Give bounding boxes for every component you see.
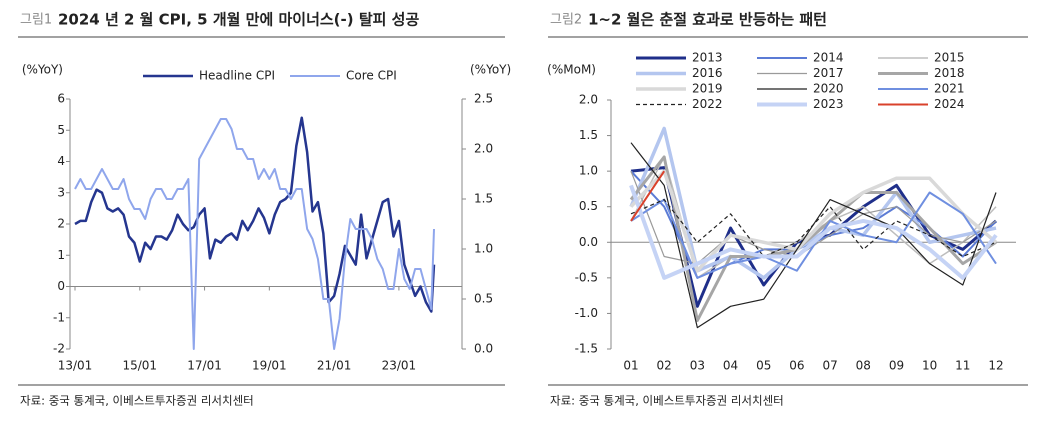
x-tick-label: 05	[756, 359, 771, 373]
figure-label: 그림2	[550, 13, 582, 28]
chart-title: 1~2 월은 춘절 효과로 반등하는 패턴	[588, 11, 827, 29]
legend-label: Headline CPI	[199, 69, 275, 83]
legend-label: 2022	[692, 97, 723, 111]
x-tick-label: 10	[922, 359, 937, 373]
legend-label: 2020	[813, 82, 844, 96]
y-tick-label: 6	[57, 92, 65, 106]
x-tick-label: 07	[822, 359, 837, 373]
y-tick-label: -0.5	[575, 270, 598, 284]
series-line	[629, 126, 997, 280]
legend-label: 2018	[934, 66, 965, 80]
y-tick-label: 0.0	[579, 235, 598, 249]
y-tick-label: 0	[57, 279, 65, 293]
legend-label: 2021	[934, 82, 965, 96]
chart-title: 2024 년 2 월 CPI, 5 개월 만에 마이너스(-) 탈피 성공	[58, 11, 419, 29]
legend-label: 2024	[934, 97, 965, 111]
series-line	[629, 169, 998, 273]
y-tick-label: 4	[57, 154, 65, 168]
y-tick-label: -1	[53, 310, 65, 324]
y2-axis-label: (%YoY)	[470, 63, 511, 77]
y-tick-label: 0.5	[579, 199, 598, 213]
x-tick-label: 13/01	[58, 359, 93, 373]
figure-label: 그림1	[20, 13, 52, 28]
x-tick-label: 02	[657, 359, 672, 373]
y-axis-label: (%MoM)	[547, 63, 596, 77]
y-tick-label: 2.0	[579, 93, 598, 107]
x-tick-label: 19/01	[252, 359, 287, 373]
legend-label: 2017	[813, 66, 844, 80]
x-tick-label: 23/01	[382, 359, 417, 373]
y2-tick-label: 0.5	[474, 292, 493, 306]
x-tick-label: 12	[988, 359, 1003, 373]
y-tick-label: 1.5	[579, 128, 598, 142]
y-tick-label: 3	[57, 185, 65, 199]
legend-label: 2014	[813, 51, 844, 65]
y2-tick-label: 2.5	[474, 92, 493, 106]
series-line	[630, 199, 997, 258]
source: 자료: 중국 통계국, 이베스트투자증권 리서치센터	[550, 394, 784, 408]
y-tick-label: 5	[57, 123, 65, 137]
y-tick-label: -1.5	[575, 342, 598, 356]
y-tick-label: 1.0	[579, 164, 598, 178]
source: 자료: 중국 통계국, 이베스트투자증권 리서치센터	[20, 394, 254, 408]
legend-label: 2016	[692, 66, 723, 80]
x-tick-label: 21/01	[317, 359, 352, 373]
y2-tick-label: 2.0	[474, 142, 493, 156]
y2-tick-label: 0.0	[474, 342, 493, 356]
legend-label: 2019	[692, 82, 723, 96]
legend-label: 2015	[934, 51, 965, 65]
x-tick-label: 01	[623, 359, 638, 373]
x-tick-label: 11	[955, 359, 970, 373]
legend-label: 2023	[813, 97, 844, 111]
x-tick-label: 09	[889, 359, 904, 373]
y-tick-label: 1	[57, 248, 65, 262]
series-line	[74, 118, 435, 350]
y2-tick-label: 1.0	[474, 242, 493, 256]
series-line	[74, 116, 436, 313]
legend-label: 2013	[692, 51, 723, 65]
series-line	[630, 170, 666, 222]
legend-label: Core CPI	[346, 69, 397, 83]
y-tick-label: -2	[53, 342, 65, 356]
x-tick-label: 17/01	[187, 359, 222, 373]
x-tick-label: 08	[856, 359, 871, 373]
x-tick-label: 15/01	[122, 359, 157, 373]
x-tick-label: 06	[789, 359, 804, 373]
y2-tick-label: 1.5	[474, 192, 493, 206]
x-tick-label: 04	[723, 359, 738, 373]
x-tick-label: 03	[690, 359, 705, 373]
y-tick-label: 2	[57, 217, 65, 231]
y-tick-label: -1.0	[575, 306, 598, 320]
y-axis-label: (%YoY)	[22, 63, 63, 77]
series-line	[629, 155, 997, 323]
series-line	[629, 184, 998, 280]
